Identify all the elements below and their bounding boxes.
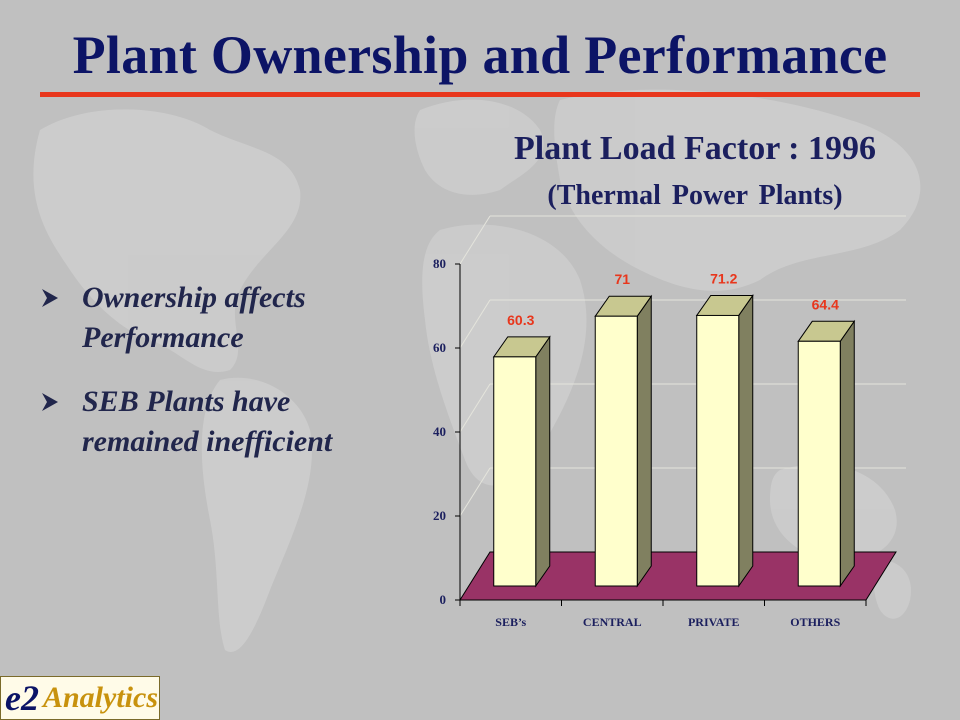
gridline-depth: [459, 467, 491, 517]
y-tick-label: 60: [433, 340, 446, 355]
bullet-item: Ownership affects Performance: [40, 278, 400, 358]
slide-title: Plant Ownership and Performance: [72, 25, 888, 85]
arrowhead-bullet-icon: [42, 393, 58, 411]
logo-word: Analytics: [42, 681, 158, 714]
bullet-text: Ownership affects Performance: [82, 281, 306, 354]
y-tick-label: 0: [440, 592, 447, 607]
data-label: 71.2: [710, 270, 737, 286]
bullet-item: SEB Plants have remained inefficient: [40, 382, 400, 462]
arrowhead-bullet-icon: [42, 289, 58, 307]
data-label: 71: [614, 271, 630, 287]
bar-side: [535, 335, 551, 588]
x-tick-label: SEB’s: [495, 615, 526, 629]
x-tick-label: OTHERS: [790, 615, 840, 629]
bullet-list: Ownership affects Performance SEB Plants…: [40, 278, 400, 486]
title-underline: [40, 92, 920, 97]
y-tick-label: 40: [433, 424, 446, 439]
bar: [696, 314, 740, 587]
bar-side: [738, 293, 754, 588]
bar: [493, 356, 537, 587]
x-tick-label: CENTRAL: [583, 615, 642, 629]
data-label: 60.3: [507, 312, 534, 328]
x-tick-label: PRIVATE: [688, 615, 740, 629]
chart-title: Plant Load Factor : 1996: [513, 130, 876, 167]
bar: [594, 315, 638, 587]
logo-mark: e2: [5, 678, 39, 718]
y-tick-label: 80: [433, 256, 446, 271]
bar: [797, 340, 841, 587]
bullet-text: SEB Plants have remained inefficient: [82, 385, 333, 458]
y-tick-label: 20: [433, 508, 446, 523]
gridline-depth: [459, 299, 491, 349]
gridline-depth: [459, 383, 491, 433]
data-label: 64.4: [812, 296, 839, 312]
bar-side: [839, 319, 855, 588]
e2-analytics-logo: e2 Analytics: [0, 676, 160, 720]
gridline-depth: [459, 215, 491, 265]
bar-side: [636, 294, 652, 588]
chart-subtitle: (Thermal Power Plants): [547, 180, 843, 211]
plant-load-factor-chart: 0 20 40 60 80 60.3 SEB’s 71 CENTRAL 71.2 PRIVATE 64…: [433, 215, 906, 629]
